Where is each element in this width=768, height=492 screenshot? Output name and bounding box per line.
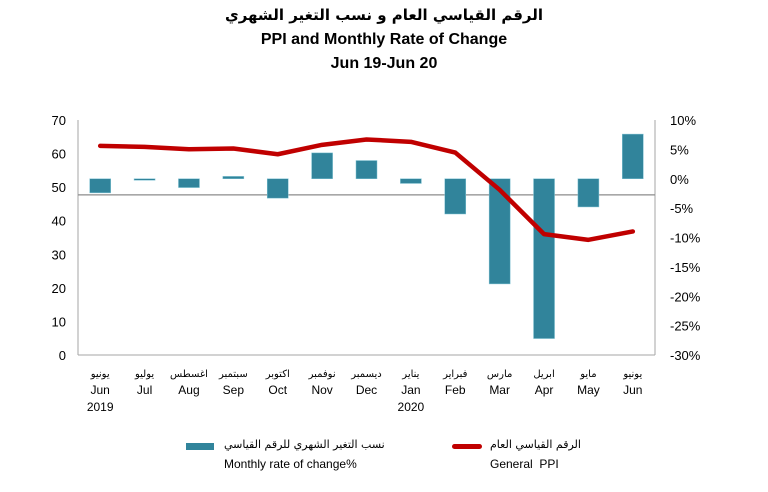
- x-label: Oct: [268, 383, 287, 397]
- right-tick-label: 10%: [670, 113, 696, 128]
- legend-line-label-ar: الرقم القياسي العام: [490, 438, 581, 451]
- x-label: Jul: [137, 383, 152, 397]
- x-label-ar: اكتوبر: [265, 369, 290, 380]
- x-label: Dec: [356, 383, 377, 397]
- bar-7: [400, 178, 422, 184]
- x-label-ar: نوفمبر: [308, 369, 336, 380]
- right-tick-label: -15%: [670, 260, 701, 275]
- x-label: Nov: [311, 383, 332, 397]
- bar-6: [355, 160, 378, 180]
- bar-12: [622, 133, 644, 180]
- chart-title-arabic: الرقم القياسي العام و نسب التغير الشهري: [224, 6, 544, 24]
- legend-line-label: General PPI: [490, 457, 559, 471]
- left-tick-label: 40: [52, 214, 66, 229]
- x-year-label: 2020: [398, 400, 425, 414]
- legend-bar-label: Monthly rate of change%: [224, 457, 357, 471]
- bar-2: [178, 178, 200, 188]
- right-tick-label: -20%: [670, 289, 701, 304]
- x-label-ar: يوليو: [134, 369, 154, 380]
- x-label: Feb: [445, 383, 466, 397]
- bar-9: [488, 178, 511, 285]
- x-label: Aug: [178, 383, 199, 397]
- bar-4: [266, 178, 289, 199]
- left-tick-label: 10: [52, 314, 66, 329]
- left-tick-label: 60: [52, 147, 66, 162]
- x-label-ar: يونيو: [90, 369, 110, 380]
- chart-subtitle: Jun 19-Jun 20: [330, 55, 438, 72]
- x-label: May: [577, 383, 600, 397]
- left-tick-label: 0: [59, 348, 66, 363]
- left-tick-label: 70: [52, 113, 66, 128]
- x-label: Jun: [91, 383, 110, 397]
- x-label-ar: مارس: [487, 369, 512, 380]
- legend-line-swatch: [452, 444, 482, 449]
- bar-0: [89, 178, 111, 194]
- x-label-ar: سبتمبر: [218, 369, 248, 380]
- bar-1: [133, 178, 156, 181]
- x-label-ar: فبراير: [442, 369, 468, 380]
- x-label-ar: يناير: [401, 369, 419, 380]
- right-tick-label: -30%: [670, 348, 701, 363]
- x-label: Sep: [223, 383, 245, 397]
- x-label-ar: مايو: [579, 369, 596, 380]
- x-label: Apr: [535, 383, 554, 397]
- left-tick-label: 20: [52, 281, 66, 296]
- bar-8: [444, 178, 467, 215]
- x-label-ar: ديسمبر: [350, 369, 381, 380]
- x-label-ar: يونيو: [622, 369, 642, 380]
- x-label-ar: اغسطس: [170, 369, 208, 380]
- x-label: Jun: [623, 383, 642, 397]
- x-year-label: 2019: [87, 400, 114, 414]
- left-tick-label: 30: [52, 247, 66, 262]
- legend-bar-label-ar: نسب التغير الشهري للرقم القياسي: [224, 438, 385, 451]
- right-tick-label: -5%: [670, 201, 694, 216]
- right-tick-label: -10%: [670, 231, 701, 246]
- bar-3: [222, 176, 245, 179]
- chart-title: PPI and Monthly Rate of Change: [260, 31, 508, 48]
- bar-5: [311, 152, 333, 179]
- right-tick-label: -25%: [670, 319, 701, 334]
- left-tick-label: 50: [52, 180, 66, 195]
- x-label-ar: ابريل: [533, 369, 554, 380]
- right-tick-label: 0%: [670, 172, 689, 187]
- bar-10: [533, 178, 555, 339]
- right-tick-label: 5%: [670, 142, 689, 157]
- legend-bar-swatch: [186, 443, 214, 450]
- x-label: Jan: [401, 383, 420, 397]
- x-label: Mar: [489, 383, 510, 397]
- bar-11: [577, 178, 600, 208]
